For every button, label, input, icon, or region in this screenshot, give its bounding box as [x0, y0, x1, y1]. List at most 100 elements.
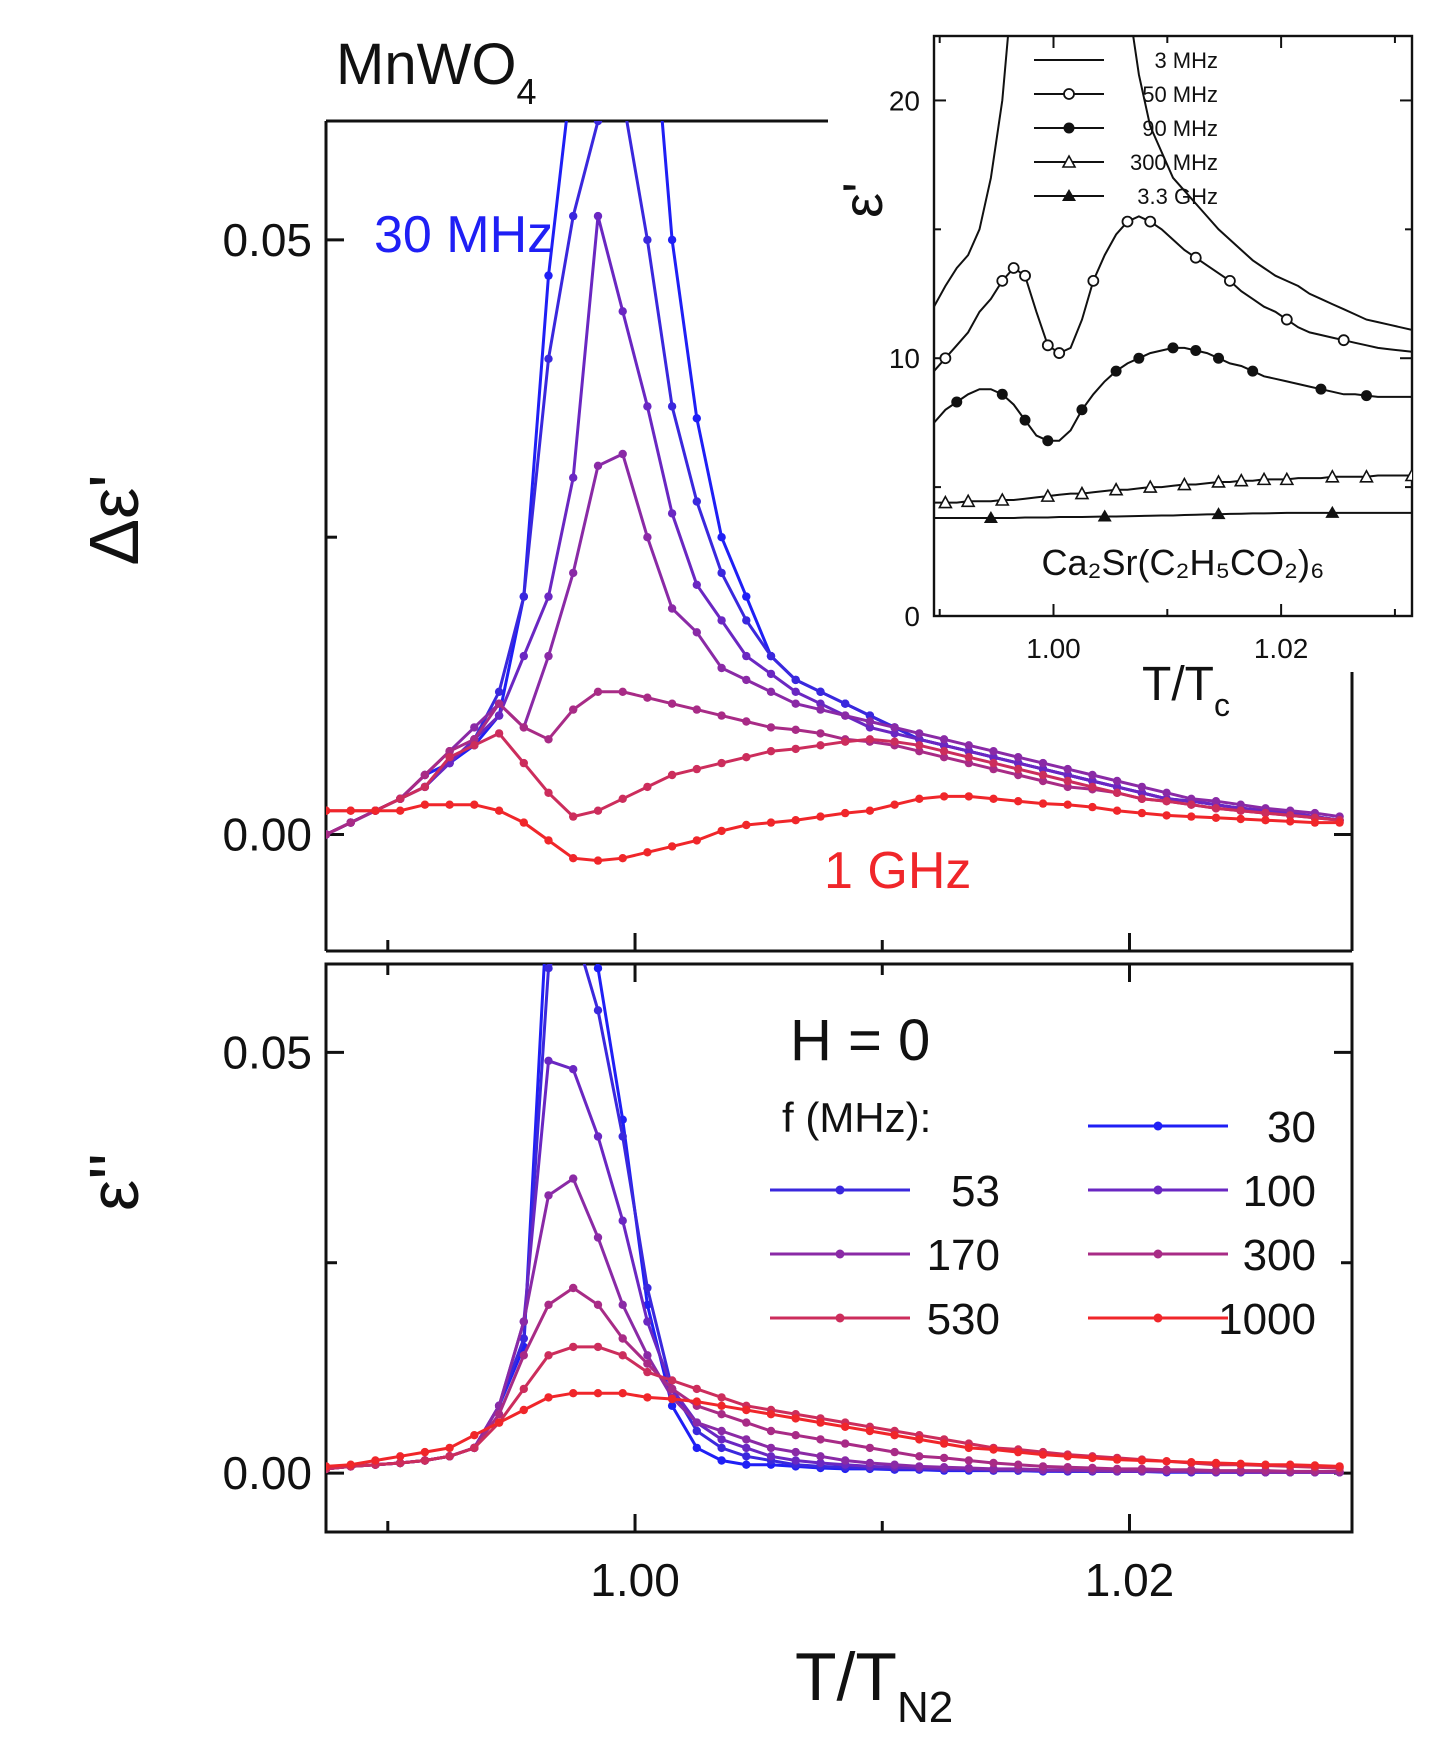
legend-marker-530	[835, 1313, 845, 1323]
bottom-series-53-point	[593, 1006, 603, 1015]
top-series-170-point	[1014, 753, 1023, 762]
top-series-530-point	[396, 794, 405, 803]
bottom-series-1000-point	[618, 1389, 627, 1398]
top-series-1000-point	[420, 800, 430, 809]
bottom-series-530-point	[396, 1458, 405, 1468]
bottom-series-300-point	[1088, 1463, 1097, 1473]
bottom-series-100-point	[816, 1458, 825, 1468]
bottom-series-300-point	[742, 1418, 751, 1427]
bottom-series-100-point	[643, 1317, 652, 1326]
top-series-53-point	[643, 235, 652, 245]
bottom-series-530-point	[593, 1342, 603, 1352]
top-series-1000-point	[371, 806, 380, 815]
inset-marker-open-triangle	[1233, 472, 1249, 487]
top-series-100-point	[569, 473, 578, 482]
inset-marker-filled-circle	[1133, 352, 1145, 364]
bottom-series-300-point	[939, 1453, 949, 1463]
inset-legend: 3 MHz 50 MHz 90 MHz 300 MHz 3.3 GHz	[1034, 48, 1218, 209]
top-series-300-point	[791, 725, 800, 734]
bottom-series-100-point	[717, 1435, 726, 1444]
top-series-170-point	[1211, 797, 1221, 806]
inset-marker-open-circle	[1041, 339, 1054, 352]
bottom-series-170-point	[717, 1426, 726, 1436]
bottom-series-300-point	[618, 1334, 627, 1343]
top-series-30-point	[717, 533, 726, 542]
top-series-530-point	[1286, 811, 1295, 820]
top-series-30-point	[569, 57, 577, 65]
bottom-series-1000-point	[816, 1418, 825, 1427]
bottom-xtick-label: 1.00	[590, 1554, 680, 1606]
top-series-300-point	[494, 699, 504, 708]
top-series-100-point	[865, 723, 875, 732]
top-series-530-point	[1088, 782, 1097, 792]
bottom-series-1000-point	[791, 1414, 800, 1423]
inset-chart: 1.00 1.02 0 10 20 ε' T/Tc Ca₂Sr(C₂H₅CO₂)₆ 3 MHz 5…	[831, 34, 1414, 723]
top-series-100-point	[742, 651, 751, 661]
top-series-530-point	[1236, 806, 1245, 815]
top-series-53-point	[544, 354, 553, 363]
bottom-series-100-point	[766, 1452, 776, 1461]
inset-series-line	[934, 36, 1412, 331]
top-series-100-point	[915, 735, 924, 744]
inset-background	[932, 34, 1414, 618]
top-series-530-point	[519, 758, 528, 768]
top-series-53-point	[692, 497, 701, 506]
top-series-530-point	[841, 737, 850, 746]
legend-marker-53	[835, 1185, 845, 1195]
legend-header: f (MHz):	[782, 1094, 931, 1141]
top-series-1000-point	[396, 806, 405, 815]
bottom-ytick-label: 0.00	[222, 1447, 312, 1499]
bottom-series-530-point	[569, 1342, 578, 1352]
top-series-530-point	[766, 747, 776, 756]
legend: 30 53 100 170 300 530 1000	[770, 1103, 1316, 1344]
top-series-1000-point	[1088, 802, 1097, 812]
top-series-53-point	[717, 568, 726, 578]
inset-marker-open-triangle	[1324, 469, 1340, 483]
top-series-100-point	[667, 509, 677, 518]
bottom-series-170-point	[519, 1317, 528, 1326]
bottom-series-1000-point	[643, 1393, 652, 1402]
bottom-series-1000-point	[371, 1456, 380, 1465]
inset-ylabel: ε'	[831, 182, 894, 218]
top-series-300-point	[326, 830, 331, 839]
top-series-1000-point	[791, 816, 800, 825]
top-series-1000-point	[1162, 811, 1171, 820]
top-series-1000-point	[593, 856, 603, 865]
top-series-1000-point	[519, 818, 528, 827]
top-series-30-point	[742, 592, 751, 601]
inset-marker-open-circle	[1337, 334, 1350, 347]
bottom-series-1000-point	[569, 1389, 578, 1398]
legend-marker-1000	[1153, 1313, 1163, 1323]
bottom-series-1000-point	[1038, 1450, 1048, 1459]
top-series-530-point	[915, 741, 924, 750]
top-series-1000-point	[1038, 799, 1048, 808]
top-series-170-point	[890, 723, 899, 732]
bottom-series-300-point	[1038, 1462, 1048, 1471]
bottom-series-170-point	[989, 1464, 998, 1474]
top-series-530-point	[494, 729, 504, 738]
bottom-series-300-point	[989, 1458, 998, 1468]
top-series-300-point	[1014, 770, 1023, 780]
x-axis-label: T/TN2	[795, 1639, 953, 1732]
top-series-100-point	[816, 699, 825, 708]
bottom-series-530-point	[692, 1384, 701, 1394]
bottom-series-170-point	[692, 1418, 701, 1427]
top-series-300-point	[667, 699, 677, 708]
top-series-300-point	[964, 758, 973, 768]
top-series-300-point	[1063, 782, 1072, 792]
bottom-series-300-point	[1112, 1464, 1122, 1474]
top-series-53-point	[519, 592, 528, 601]
inset-marker-filled-circle	[1247, 365, 1259, 377]
inset-marker-open-triangle	[1108, 482, 1124, 496]
inset-marker-open-circle	[1144, 215, 1157, 228]
bottom-series-1000-point	[494, 1418, 504, 1427]
bottom-series-170-point	[816, 1452, 825, 1461]
bottom-series-30-point	[667, 1401, 677, 1411]
bottom-series-170-point	[890, 1460, 899, 1469]
top-series-300-point	[569, 705, 578, 714]
top-series-53-point	[494, 687, 504, 696]
top-series-1000-point	[643, 848, 652, 857]
bottom-series-300-point	[1014, 1460, 1023, 1469]
bottom-series-1000-point	[1310, 1461, 1320, 1470]
top-series-100-point	[519, 651, 528, 661]
